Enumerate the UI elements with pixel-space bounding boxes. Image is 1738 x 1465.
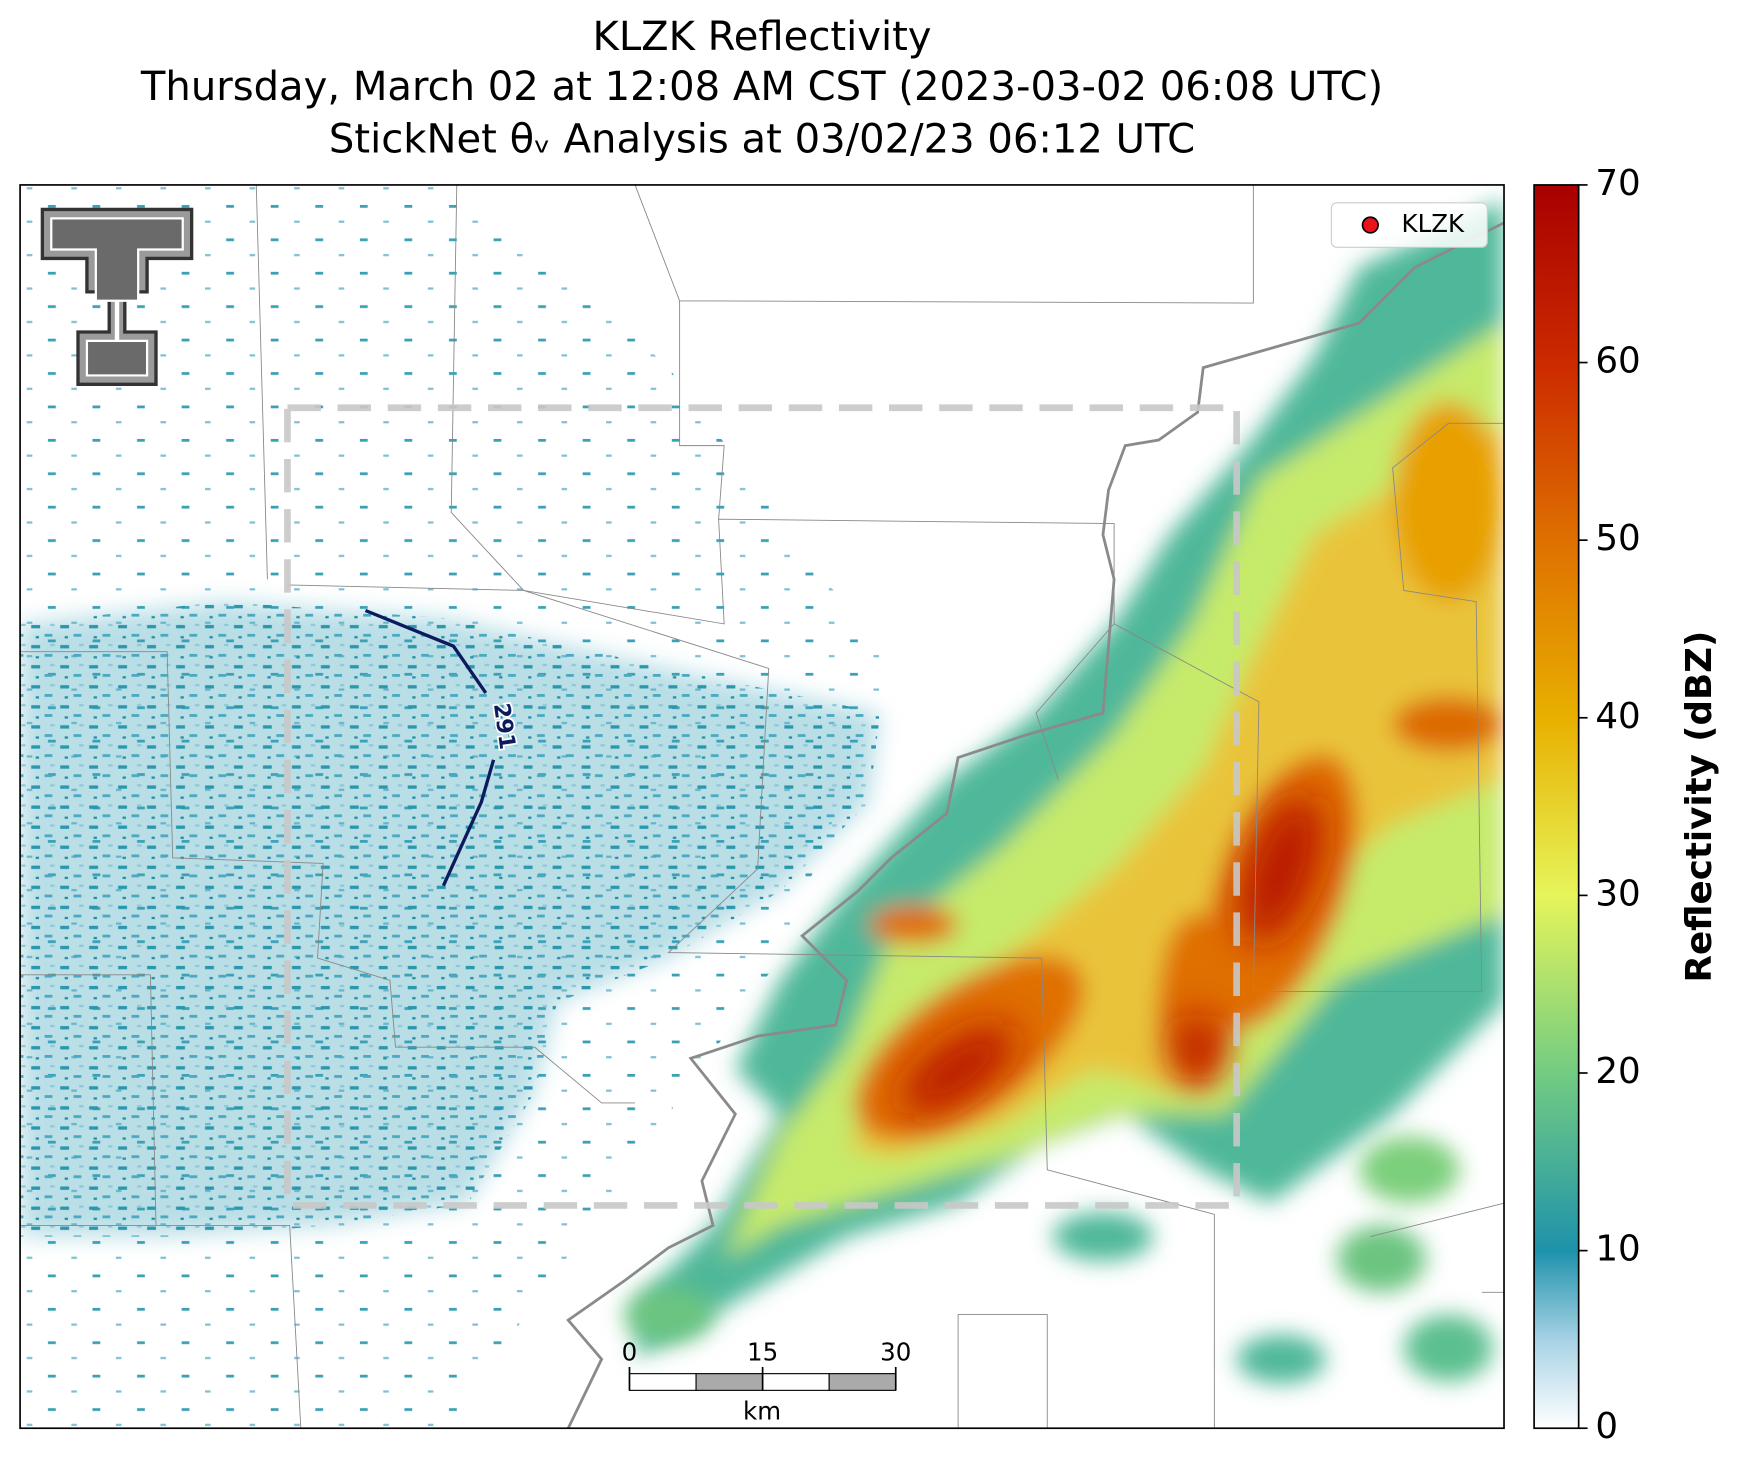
- theta-v-contour: [364, 608, 496, 887]
- analysis-domain: [284, 404, 1240, 1209]
- colorbar-tick-label: 10: [1595, 1229, 1640, 1270]
- state-line: [566, 221, 1505, 1429]
- scale-tick-label: 0: [622, 1338, 638, 1367]
- colorbar: [1533, 184, 1580, 1430]
- title-line: StickNet θᵥ Analysis at 03/02/23 06:12 U…: [329, 116, 1195, 162]
- trailing-cells: [623, 1136, 1493, 1384]
- legend-box: [1330, 202, 1488, 248]
- scale-tick-label: 15: [747, 1338, 778, 1367]
- colorbar-ticks: 0 10 20 30 40 50 60 70: [1578, 163, 1641, 1447]
- logo: [40, 207, 194, 387]
- colorbar-tick-label: 40: [1595, 696, 1640, 737]
- scale-segment: [762, 1373, 830, 1391]
- legend-marker: [1361, 216, 1379, 234]
- colorbar-label: Reflectivity (dBZ): [1679, 631, 1720, 983]
- scale-segment: [695, 1373, 764, 1391]
- colorbar-tick-label: 20: [1595, 1051, 1640, 1092]
- scale-segment: [628, 1373, 697, 1391]
- colorbar-tick-label: 60: [1595, 341, 1640, 382]
- colorbar-tick-label: 70: [1595, 163, 1640, 204]
- title-line: KLZK Reflectivity: [593, 14, 932, 60]
- title-line: Thursday, March 02 at 12:08 AM CST (2023…: [140, 64, 1383, 110]
- colorbar-tick-label: 50: [1595, 518, 1640, 559]
- legend-label: KLZK: [1402, 209, 1465, 238]
- map: 291 KLZK 0 15 30 km: [20, 184, 1505, 1429]
- stratiform-texture: [20, 601, 881, 1237]
- scale-unit: km: [743, 1397, 781, 1426]
- map-frame: [19, 184, 1505, 1430]
- scale-segment: [828, 1373, 897, 1391]
- county-lines: [20, 184, 1505, 1429]
- colorbar-tick-label: 30: [1595, 873, 1640, 914]
- scale-bar: 0 15 30: [622, 1338, 911, 1391]
- convective-cores: [901, 794, 1323, 1115]
- scale-tick-label: 30: [880, 1338, 911, 1367]
- colorbar-tick-label: 0: [1595, 1406, 1618, 1447]
